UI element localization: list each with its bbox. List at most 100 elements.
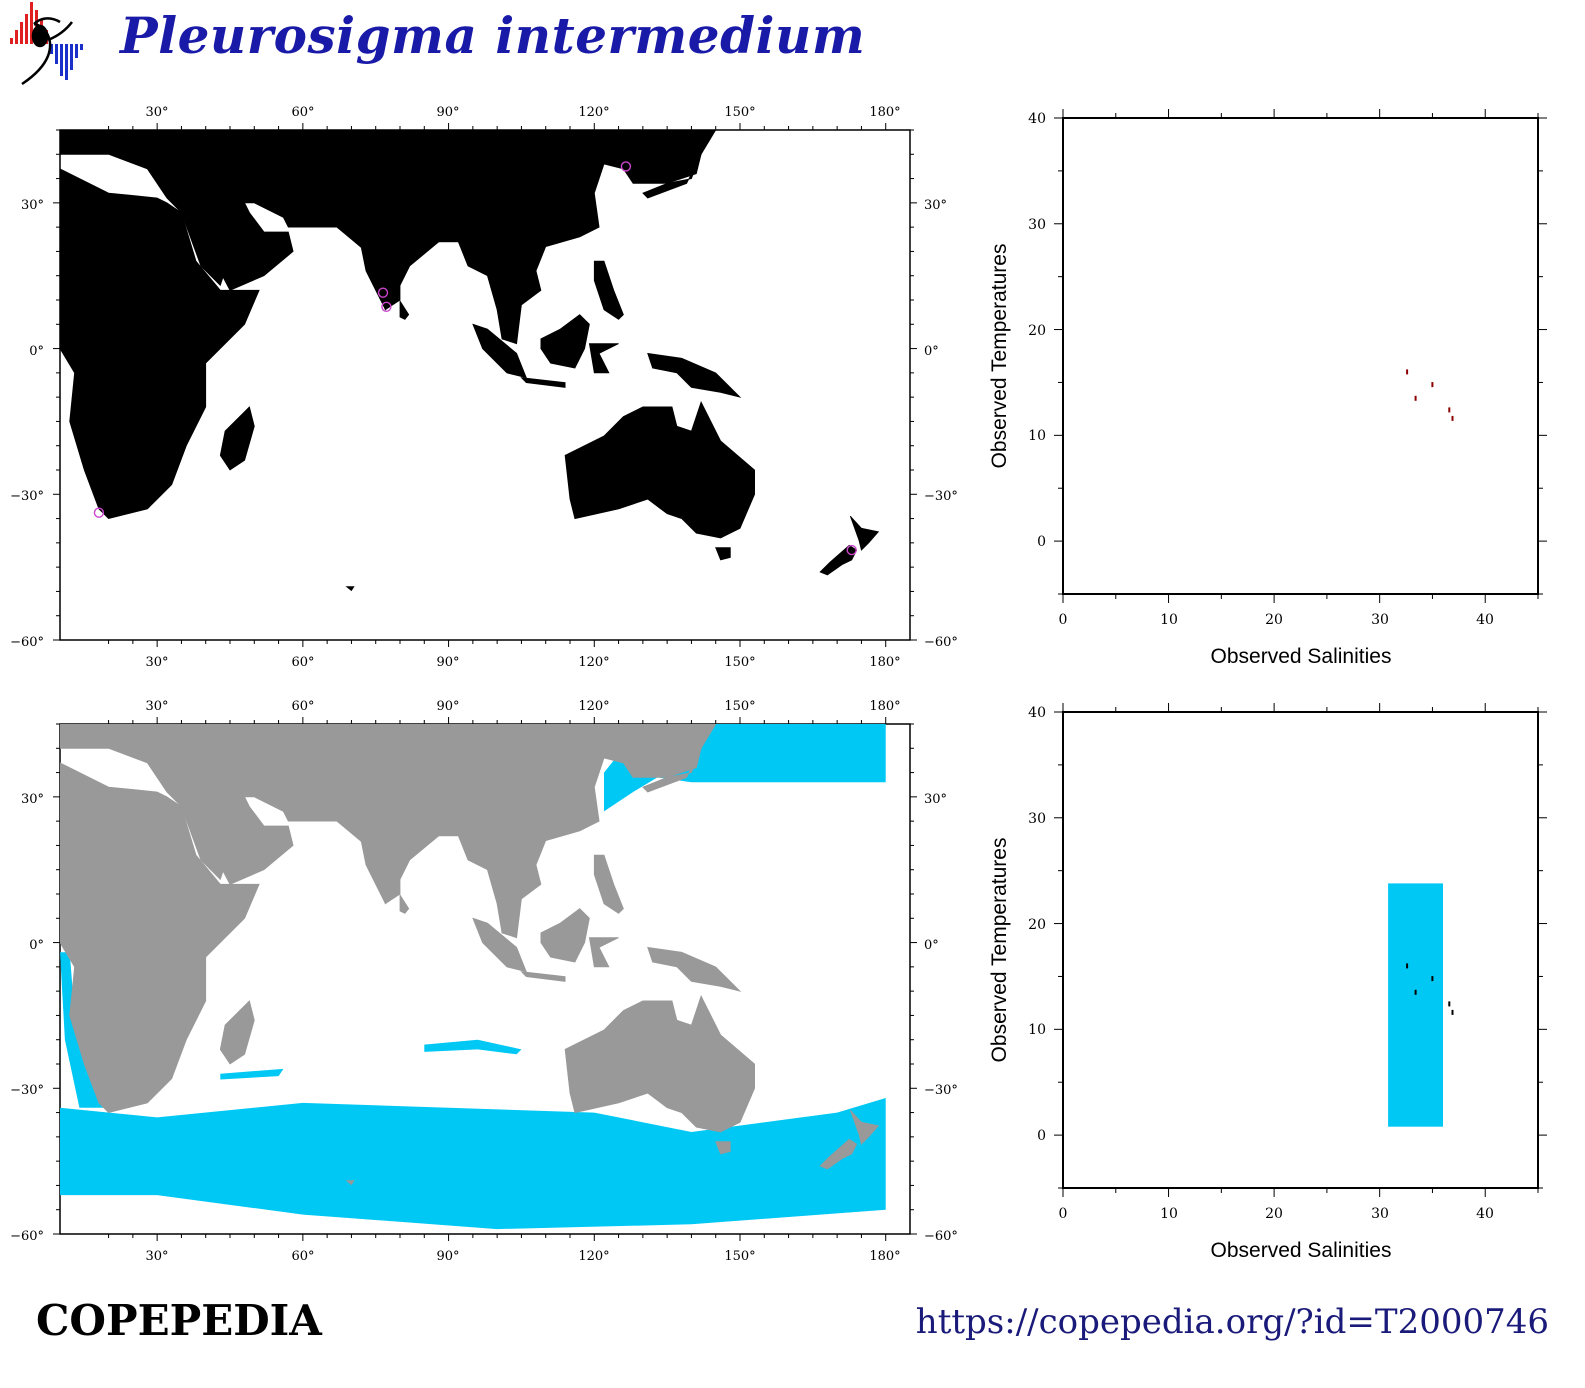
java-landmass [520,971,566,982]
map-bottom-y-labels-left: 30° 0° −30° −60° [10,792,44,1244]
lat-label: 30° [21,198,44,213]
arabia-landmass [185,791,294,885]
tasmania-landmass [715,547,731,561]
sumatra-landmass [472,917,527,973]
x-tick-label: 20 [1265,1206,1283,1222]
nz-north-island-landmass [849,1109,880,1145]
lon-label: 180° [869,655,900,670]
x-tick-label: 10 [1160,1206,1178,1222]
lat-label: 30° [924,792,947,807]
habitat-range-rect [1388,883,1443,1127]
philippines-landmass [593,854,624,914]
observation-marker [381,301,392,313]
borneo-landmass [540,314,590,369]
lon-label: 150° [724,699,755,714]
habitat-west-africa [60,952,104,1108]
madagascar-landmass [219,1000,255,1065]
philippines-landmass [593,260,624,320]
lon-label: 60° [291,699,314,714]
y-tick-label: 30 [1028,217,1046,233]
lon-label: 30° [145,699,168,714]
observation-marker [846,544,857,556]
ts-plot-observations: 40 30 20 10 0 0 10 20 30 40 Observed Sal… [988,109,1547,668]
lon-label: 120° [578,655,609,670]
x-tick-labels: 0 10 20 30 40 [1059,612,1494,628]
x-tick-label: 10 [1160,612,1178,628]
map-top-x-labels-bottom: 30° 60° 90° 120° 150° 180° [145,655,900,670]
lon-label: 90° [436,1249,459,1264]
kerguelen-landmass [345,1180,355,1186]
y-tick-label: 10 [1028,1022,1046,1038]
lon-label: 150° [724,1249,755,1264]
borneo-landmass [540,908,590,963]
lon-label: 90° [436,699,459,714]
observation-marker [377,287,389,298]
y-axis-label: Observed Temperatures [988,244,1011,469]
observation-marker [620,161,632,172]
x-tick-labels: 0 10 20 30 40 [1059,1206,1494,1222]
sumatra-landmass [472,323,527,379]
habitat-southern-ocean [60,1098,886,1230]
y-axis-label: Observed Temperatures [988,838,1011,1063]
ts-plots: 40 30 20 10 0 0 10 20 30 40 Observed Sal… [988,109,1547,1262]
lon-label: 30° [145,105,168,120]
lon-label: 30° [145,1249,168,1264]
lat-label: 30° [21,792,44,807]
x-tick-label: 30 [1371,612,1389,628]
distribution-maps: 30° 60° 90° 120° 150° 180° 30° 60° 90° 1… [10,105,958,1264]
lat-label: −60° [10,1229,44,1244]
arabia-landmass [185,197,294,291]
ts-point [1431,976,1434,982]
ts-point [1414,395,1417,401]
ts-point [1448,407,1451,413]
lon-label: 180° [869,1249,900,1264]
map-bottom-x-labels-bottom: 30° 60° 90° 120° 150° 180° [145,1249,900,1264]
java-landmass [520,377,566,388]
lon-label: 90° [436,655,459,670]
y-tick-label: 10 [1028,428,1046,444]
map-top-y-labels-left: 30° 0° −30° −60° [10,198,44,650]
species-page-link[interactable]: https://copepedia.org/?id=T2000746 [915,1302,1549,1342]
map-axis-ticks [53,123,917,647]
lat-label: −60° [10,635,44,650]
plot-ticks [1054,109,1547,603]
copepod-logo-icon [10,2,83,86]
y-tick-labels: 40 30 20 10 0 [1028,705,1046,1144]
lat-label: 0° [924,938,939,953]
x-tick-label: 0 [1059,1206,1068,1222]
lat-label: −30° [10,1083,44,1098]
japan-landmass [642,724,712,793]
kerguelen-landmass [345,586,355,592]
lon-label: 90° [436,105,459,120]
lat-label: −60° [924,635,958,650]
x-tick-label: 40 [1476,612,1494,628]
y-tick-label: 20 [1028,323,1046,339]
japan-landmass [642,130,712,199]
plot-frame [1062,117,1539,595]
lon-label: 180° [869,105,900,120]
species-title: Pleurosigma intermedium [120,6,866,65]
ts-point [1448,1001,1451,1007]
ts-point [1406,369,1409,375]
lat-label: −30° [10,489,44,504]
logo-blue-bars [50,44,83,80]
lon-label: 120° [578,699,609,714]
nz-south-island-landmass [819,1138,858,1170]
y-tick-label: 30 [1028,811,1046,827]
lat-label: 0° [29,938,44,953]
habitat-map: 30° 60° 90° 120° 150° 180° 30° 60° 90° 1… [10,699,958,1264]
observation-marker [93,507,105,518]
observation-points [1406,963,1454,1015]
lat-label: 30° [924,198,947,213]
copepedia-brand: COPEPEDIA [36,1296,322,1345]
ts-point [1414,989,1417,995]
lat-label: −30° [924,1083,958,1098]
lat-label: −30° [924,489,958,504]
lon-label: 120° [578,105,609,120]
logo-copepod-silhouette [21,17,73,86]
africa-landmass [60,762,260,1114]
ts-point [1431,382,1434,388]
lon-label: 60° [291,1249,314,1264]
plot-frame [1062,711,1539,1189]
lat-label: 0° [29,344,44,359]
